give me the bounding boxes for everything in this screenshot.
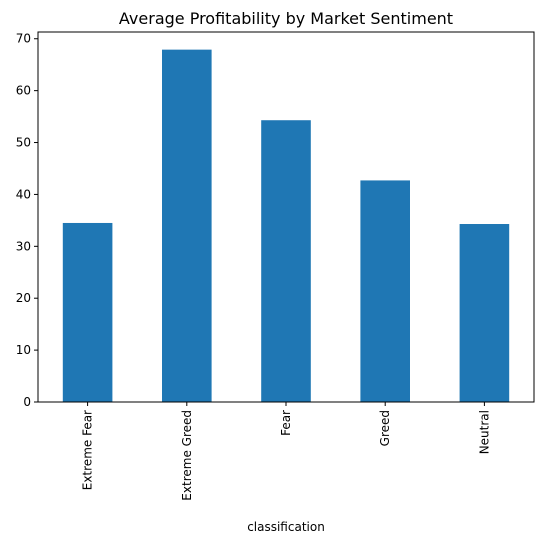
bars-group bbox=[62, 49, 510, 402]
y-tick-label: 60 bbox=[16, 84, 31, 98]
y-tick-label: 50 bbox=[16, 136, 31, 150]
y-tick-label: 20 bbox=[16, 291, 31, 305]
bar-extreme-greed bbox=[162, 49, 212, 402]
x-tick-label: Extreme Greed bbox=[180, 410, 194, 501]
x-tick-label: Extreme Fear bbox=[81, 410, 95, 490]
y-tick-label: 30 bbox=[16, 239, 31, 253]
y-tick-label: 70 bbox=[16, 32, 31, 46]
x-tick-label: Neutral bbox=[477, 410, 491, 454]
y-tick-label: 40 bbox=[16, 187, 31, 201]
x-tick-label: Fear bbox=[279, 410, 293, 436]
chart-title: Average Profitability by Market Sentimen… bbox=[119, 9, 453, 28]
bar-neutral bbox=[459, 224, 510, 402]
y-axis: 0 10 20 30 40 50 60 70 bbox=[16, 32, 38, 409]
x-axis: Extreme Fear Extreme Greed Fear Greed Neutra… bbox=[81, 402, 491, 501]
y-tick-label: 0 bbox=[23, 395, 31, 409]
plot-frame bbox=[37, 31, 535, 403]
bar-greed bbox=[360, 180, 410, 402]
bar-extreme-fear bbox=[62, 222, 113, 402]
x-tick-label: Greed bbox=[378, 410, 392, 446]
bar-fear bbox=[261, 120, 311, 402]
y-tick-label: 10 bbox=[16, 343, 31, 357]
x-axis-label: classification bbox=[247, 520, 325, 534]
